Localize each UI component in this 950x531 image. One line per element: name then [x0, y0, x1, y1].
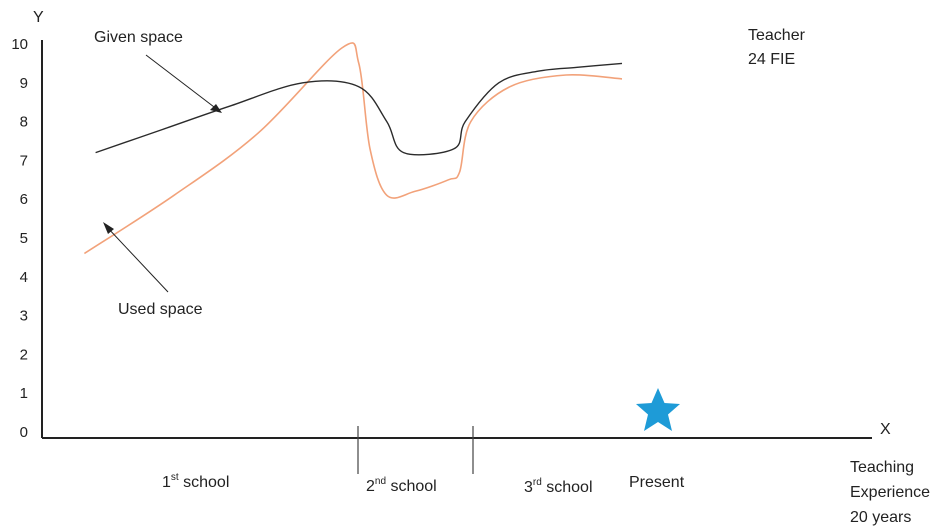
y-tick-labels: 0 1 2 3 4 5 6 7 8 9 10: [11, 36, 28, 441]
x-axis-note-line1: Teaching: [850, 459, 914, 476]
region-label-1st-school: 1st school: [162, 472, 229, 491]
present-star-marker: [636, 388, 680, 431]
y-tick-label: 10: [11, 36, 28, 53]
y-tick-label: 5: [20, 230, 28, 247]
y-tick-label: 7: [20, 152, 28, 169]
region-label-3rd-school: 3rd school: [524, 477, 593, 496]
teacher-note-line2: 24 FIE: [748, 51, 795, 68]
y-tick-label: 0: [20, 424, 28, 441]
y-tick-label: 2: [20, 346, 28, 363]
arrow-used-space: [105, 225, 169, 293]
x-axis-label: X: [880, 421, 891, 438]
y-tick-label: 8: [20, 114, 28, 131]
annotation-used-space: Used space: [118, 301, 203, 318]
region-label-present: Present: [629, 474, 685, 491]
y-tick-label: 3: [20, 308, 28, 325]
series-line-given-space: [95, 62, 623, 156]
teacher-note-line1: Teacher: [748, 27, 806, 44]
y-tick-label: 9: [20, 75, 28, 92]
arrowhead-given-space: [210, 104, 222, 113]
region-label-2nd-school: 2nd school: [366, 476, 437, 495]
y-axis-label: Y: [33, 9, 44, 26]
y-tick-label: 1: [20, 385, 28, 402]
y-tick-label: 6: [20, 191, 28, 208]
arrowhead-used-space: [103, 222, 114, 234]
arrow-given-space: [145, 54, 219, 111]
annotation-given-space: Given space: [94, 29, 183, 46]
y-tick-label: 4: [20, 269, 28, 286]
series-line-used-space: [83, 42, 623, 255]
x-axis-note-line3: 20 years: [850, 509, 911, 526]
x-axis-note-line2: Experience: [850, 484, 930, 501]
